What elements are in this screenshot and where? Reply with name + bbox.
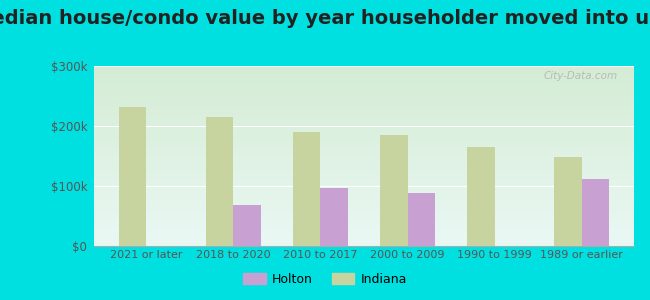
Bar [320, 188, 348, 246]
Bar [408, 193, 436, 246]
Bar [233, 205, 261, 246]
Text: Median house/condo value by year householder moved into unit: Median house/condo value by year househo… [0, 9, 650, 28]
Bar [380, 135, 408, 246]
Legend: Holton, Indiana: Holton, Indiana [239, 268, 411, 291]
Bar [467, 147, 495, 246]
Bar [205, 117, 233, 246]
Text: City-Data.com: City-Data.com [543, 71, 618, 81]
Bar [582, 179, 610, 246]
Bar [292, 132, 320, 246]
Bar [118, 107, 146, 246]
Bar [554, 157, 582, 246]
